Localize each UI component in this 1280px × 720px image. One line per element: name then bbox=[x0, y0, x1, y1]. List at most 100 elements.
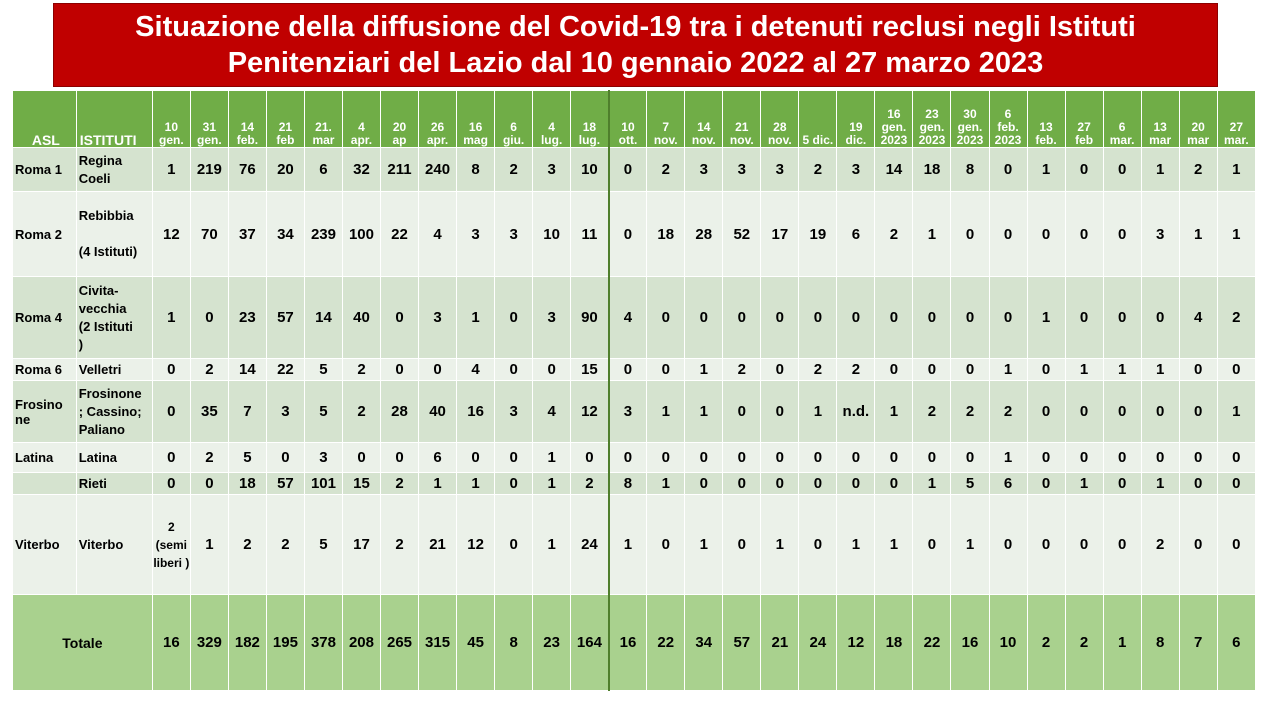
value-cell: 0 bbox=[379, 358, 420, 381]
value-cell: 22 bbox=[379, 191, 420, 277]
value-cell: 2 bbox=[265, 494, 305, 595]
header-date: 23 gen. 2023 bbox=[912, 90, 952, 148]
header-date-part: ott. bbox=[618, 133, 638, 147]
header-date: 10 ott. bbox=[607, 90, 648, 148]
value-cell: 0 bbox=[1102, 472, 1142, 495]
total-cell: 329 bbox=[189, 594, 229, 691]
header-date-part: mar bbox=[1187, 133, 1210, 147]
header-date: 27 mar. bbox=[1216, 90, 1257, 148]
value-cell: 4 bbox=[418, 191, 458, 277]
header-date-part: 2023 bbox=[956, 133, 984, 147]
header-date-part: mar bbox=[312, 133, 335, 147]
value-cell: 0 bbox=[265, 442, 305, 473]
value-cell: 1 bbox=[151, 276, 191, 359]
value-cell: 0 bbox=[874, 472, 914, 495]
value-cell: 0 bbox=[151, 358, 191, 381]
header-date-part: 13 bbox=[1039, 120, 1053, 134]
value-cell: 1 bbox=[1216, 380, 1257, 443]
header-date-part: 6 bbox=[1118, 120, 1126, 134]
value-cell: 1 bbox=[912, 191, 952, 277]
value-cell: 17 bbox=[760, 191, 800, 277]
total-cell: 16 bbox=[151, 594, 191, 691]
value-cell: 3 bbox=[532, 276, 572, 359]
asl-cell: Roma 1 bbox=[12, 147, 77, 192]
total-cell: 22 bbox=[912, 594, 952, 691]
value-cell: 19 bbox=[798, 191, 838, 277]
asl-cell: Viterbo bbox=[12, 494, 77, 595]
value-cell: 40 bbox=[341, 276, 382, 359]
value-cell: 0 bbox=[1064, 191, 1104, 277]
title-banner: Situazione della diffusione del Covid-19… bbox=[53, 3, 1218, 87]
value-cell: 4 bbox=[607, 276, 648, 359]
value-cell: 70 bbox=[189, 191, 229, 277]
header-date-part: gen. bbox=[919, 120, 945, 134]
value-cell: 1 bbox=[1140, 472, 1180, 495]
header-date: 31 gen. bbox=[189, 90, 229, 148]
header-date: 18 lug. bbox=[570, 90, 610, 148]
value-cell: 37 bbox=[227, 191, 267, 277]
value-cell: 0 bbox=[418, 358, 458, 381]
value-cell: 0 bbox=[1064, 380, 1104, 443]
value-cell: 0 bbox=[874, 358, 914, 381]
header-date-part: 23 bbox=[925, 107, 939, 121]
value-cell: 0 bbox=[1026, 380, 1066, 443]
value-cell: 3 bbox=[494, 191, 534, 277]
value-cell: 2 bbox=[1216, 276, 1257, 359]
value-cell: 0 bbox=[494, 276, 534, 359]
header-date-part: lug. bbox=[578, 133, 601, 147]
value-cell: 0 bbox=[684, 276, 724, 359]
value-cell: 1 bbox=[874, 494, 914, 595]
value-cell: 0 bbox=[1216, 442, 1257, 473]
value-cell: 1 bbox=[988, 358, 1028, 381]
value-cell: 1 bbox=[798, 380, 838, 443]
value-cell: 0 bbox=[912, 494, 952, 595]
value-cell: 101 bbox=[303, 472, 343, 495]
value-cell: 0 bbox=[1102, 380, 1142, 443]
value-cell: 5 bbox=[303, 494, 343, 595]
header-date-part: feb bbox=[1075, 133, 1094, 147]
value-cell: 0 bbox=[950, 358, 990, 381]
value-cell: 5 bbox=[303, 380, 343, 443]
value-cell: 76 bbox=[227, 147, 267, 192]
header-date-part: 4 bbox=[548, 120, 555, 134]
value-cell: 3 bbox=[607, 380, 648, 443]
table-row: Roma 1 Regina Coeli 1 219 76 20 6 32 211 240 8 2 3 10 0… bbox=[12, 147, 1257, 192]
header-date-part: 27 bbox=[1229, 120, 1244, 134]
value-cell: 34 bbox=[265, 191, 305, 277]
total-cell: 34 bbox=[684, 594, 724, 691]
value-cell: 2 bbox=[379, 472, 420, 495]
header-date-part: lug. bbox=[540, 133, 563, 147]
value-cell: 24 bbox=[570, 494, 610, 595]
value-cell: 1 bbox=[418, 472, 458, 495]
value-cell: 0 bbox=[1026, 494, 1066, 595]
value-cell: 0 bbox=[151, 472, 191, 495]
value-cell: 32 bbox=[341, 147, 382, 192]
table-row: Roma 2 Rebibbia (4 Istituti) 12 70 37 34 239 100… bbox=[12, 191, 1257, 277]
value-cell: 0 bbox=[836, 276, 876, 359]
value-cell: 0 bbox=[760, 358, 800, 381]
total-cell: 16 bbox=[607, 594, 648, 691]
value-cell: 0 bbox=[1026, 191, 1066, 277]
value-cell: 0 bbox=[1178, 358, 1218, 381]
header-date-part: 6 bbox=[1004, 107, 1012, 121]
value-cell: 0 bbox=[341, 442, 382, 473]
total-cell: 45 bbox=[456, 594, 496, 691]
value-cell: 0 bbox=[988, 494, 1028, 595]
value-cell: 0 bbox=[1026, 472, 1066, 495]
value-cell: 1 bbox=[1026, 276, 1066, 359]
value-cell: 5 bbox=[227, 442, 267, 473]
value-cell: 1 bbox=[646, 472, 686, 495]
value-cell: 28 bbox=[684, 191, 724, 277]
istituto-cell: Latina bbox=[75, 442, 153, 473]
istituto-line: (4 Istituti) bbox=[78, 244, 138, 259]
header-date-part: 14 bbox=[697, 120, 711, 134]
value-cell: 1 bbox=[1064, 472, 1104, 495]
total-cell: 195 bbox=[265, 594, 305, 691]
value-cell: 0 bbox=[760, 472, 800, 495]
header-date-part: apr. bbox=[426, 133, 449, 147]
value-cell: 1 bbox=[1216, 191, 1257, 277]
value-cell: 0 bbox=[1026, 442, 1066, 473]
value-cell: 12 bbox=[456, 494, 496, 595]
table-row: Latina Latina 0 2 5 0 3 0 0 6 0 0 1 0 0 0 0 0 0 0 0 0 0 0 1 0 0 0 0 0… bbox=[12, 442, 1257, 473]
value-cell: 1 bbox=[836, 494, 876, 595]
